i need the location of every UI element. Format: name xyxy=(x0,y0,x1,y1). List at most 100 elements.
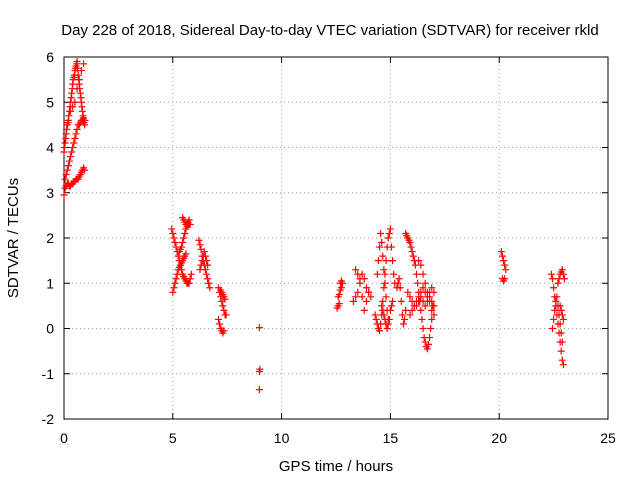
y-tick-label: -2 xyxy=(42,411,55,427)
data-point xyxy=(362,284,370,292)
y-tick-label: 4 xyxy=(46,140,54,156)
data-point xyxy=(352,266,360,274)
data-point xyxy=(410,302,418,310)
y-tick-label: 0 xyxy=(46,321,54,337)
data-point xyxy=(362,297,370,305)
data-point xyxy=(413,297,421,305)
data-point xyxy=(374,257,382,265)
data-point xyxy=(73,125,81,133)
data-point xyxy=(396,284,404,292)
data-point xyxy=(428,306,436,314)
data-point xyxy=(67,107,75,115)
data-point xyxy=(408,306,416,314)
data-point xyxy=(423,288,431,296)
data-point xyxy=(74,71,82,79)
y-tick-label: 3 xyxy=(46,185,54,201)
data-point xyxy=(501,261,509,269)
data-point xyxy=(383,325,391,332)
data-point xyxy=(63,125,71,133)
data-point xyxy=(196,266,204,274)
data-point xyxy=(170,234,178,242)
data-point xyxy=(557,306,565,314)
data-point xyxy=(81,166,89,174)
data-point xyxy=(201,252,209,260)
data-point xyxy=(73,85,81,93)
y-tick-label: 6 xyxy=(46,49,54,65)
data-point xyxy=(427,325,435,332)
data-point xyxy=(428,284,436,292)
data-point xyxy=(60,144,68,151)
data-point xyxy=(502,266,510,274)
data-point xyxy=(169,229,177,237)
data-point xyxy=(196,241,204,249)
data-point xyxy=(384,320,392,328)
data-point xyxy=(379,252,387,260)
data-point xyxy=(204,261,212,269)
data-point xyxy=(423,345,431,353)
data-point xyxy=(557,347,565,355)
data-point xyxy=(255,324,263,332)
data-point xyxy=(68,89,76,97)
data-point xyxy=(372,315,380,323)
data-series xyxy=(60,58,568,394)
data-point xyxy=(552,297,560,305)
data-point xyxy=(171,279,179,287)
data-point xyxy=(80,60,88,68)
data-point xyxy=(424,340,432,348)
data-point xyxy=(556,320,564,328)
data-point xyxy=(404,288,412,296)
data-point xyxy=(203,270,211,278)
data-point xyxy=(428,315,436,323)
x-tick-label: 0 xyxy=(60,430,68,446)
data-point xyxy=(406,311,414,319)
data-point xyxy=(371,311,379,319)
y-tick-label: 2 xyxy=(46,230,54,246)
data-point xyxy=(222,311,230,319)
data-point xyxy=(169,288,177,296)
data-point xyxy=(497,248,505,256)
data-point xyxy=(80,114,88,122)
data-point xyxy=(377,229,385,237)
data-point xyxy=(414,279,422,287)
data-point xyxy=(354,288,362,296)
data-point xyxy=(337,284,345,292)
data-point xyxy=(419,284,427,292)
data-point xyxy=(367,293,375,301)
data-point xyxy=(387,243,395,251)
x-tick-label: 5 xyxy=(169,430,177,446)
data-point xyxy=(356,275,364,283)
data-point xyxy=(401,315,409,323)
data-point xyxy=(415,293,423,301)
data-point xyxy=(430,302,438,310)
data-point xyxy=(354,270,362,278)
data-point xyxy=(220,327,228,335)
data-point xyxy=(73,64,81,72)
data-point xyxy=(335,291,343,299)
data-point xyxy=(76,89,84,97)
data-point xyxy=(549,325,557,332)
x-axis-label: GPS time / hours xyxy=(279,458,393,475)
data-point xyxy=(559,270,567,278)
data-point xyxy=(421,279,429,287)
data-point xyxy=(60,191,68,199)
data-point xyxy=(71,134,79,142)
data-point xyxy=(378,239,386,247)
y-tick-label: 5 xyxy=(46,94,54,110)
data-point xyxy=(69,103,77,111)
data-point xyxy=(171,239,179,247)
data-point xyxy=(380,284,388,292)
data-point xyxy=(179,239,187,247)
data-point xyxy=(195,236,203,244)
data-point xyxy=(553,293,561,301)
data-point xyxy=(430,311,438,319)
data-point xyxy=(413,270,421,278)
data-point xyxy=(386,225,394,233)
data-point xyxy=(180,234,188,242)
data-point xyxy=(168,225,176,233)
data-point xyxy=(398,311,406,319)
data-point xyxy=(421,302,429,310)
data-point xyxy=(558,338,566,346)
data-point xyxy=(206,284,214,292)
x-tick-label: 10 xyxy=(274,430,290,446)
chart-title: Day 228 of 2018, Sidereal Day-to-day VTE… xyxy=(61,22,598,39)
